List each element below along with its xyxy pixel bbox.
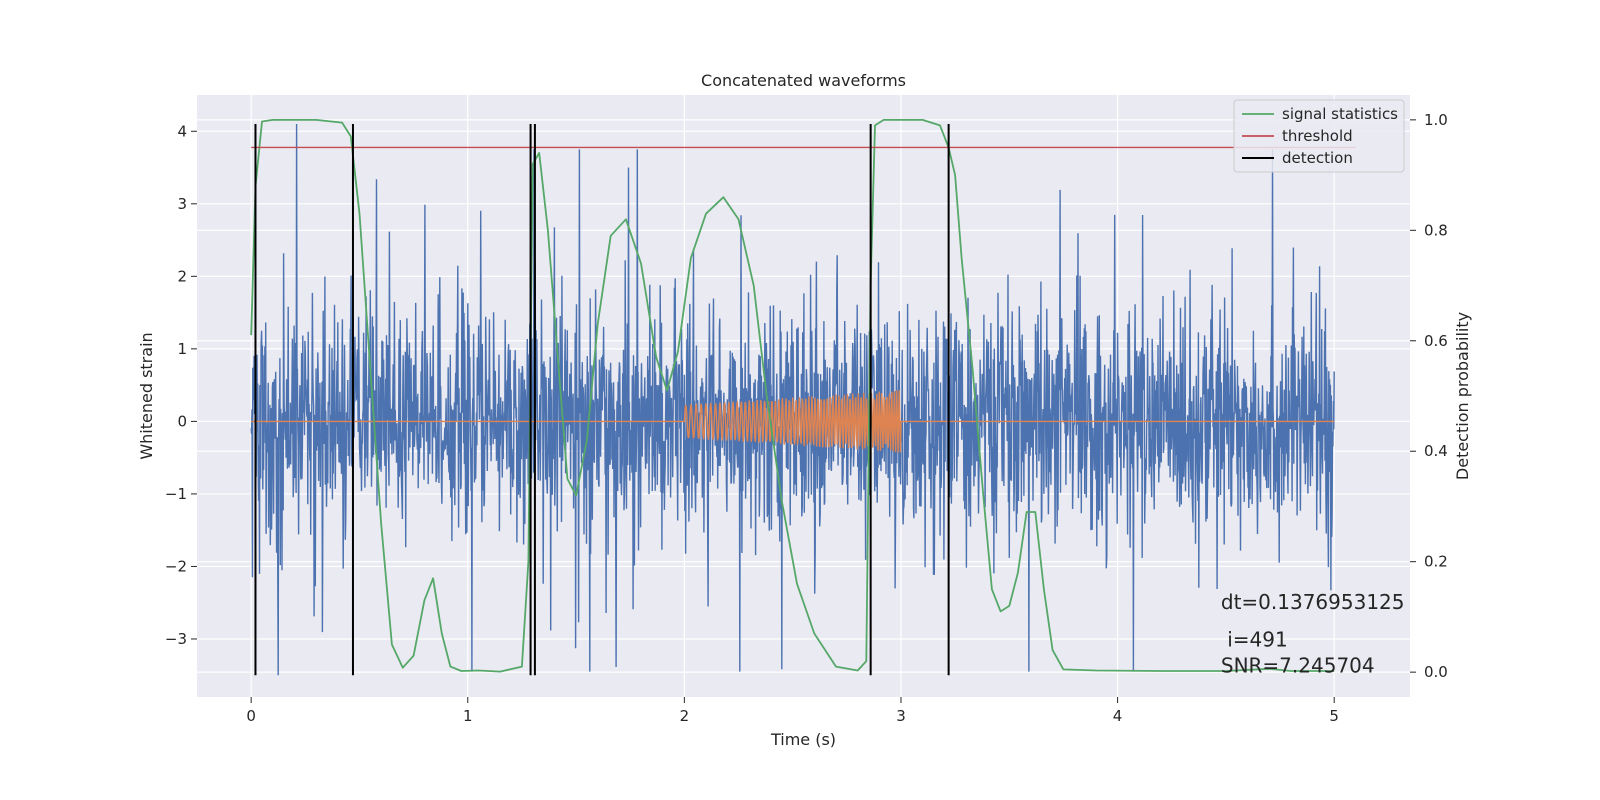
tick-labels: 0 1 2 3 4 5 −3 −2 −1 0 1 2 3 4 0.0 0.2 0.4 0.6 0.8 1.0 xyxy=(165,111,1448,725)
y2-tick-label-4: 0.8 xyxy=(1424,221,1448,239)
y-tick-label-4: 1 xyxy=(177,340,187,358)
y-tick-label-6: 3 xyxy=(177,195,187,213)
x-tick-label-4: 4 xyxy=(1113,707,1123,725)
y2-tick-label-3: 0.6 xyxy=(1424,332,1448,350)
y2-tick-label-1: 0.2 xyxy=(1424,553,1448,571)
y2-tick-label-2: 0.4 xyxy=(1424,442,1448,460)
legend-label-detection: detection xyxy=(1282,149,1353,167)
annotation-index: i=491 xyxy=(1221,628,1288,652)
y-tick-label-1: −2 xyxy=(165,557,187,575)
y-tick-label-2: −1 xyxy=(165,485,187,503)
y-tick-label-7: 4 xyxy=(177,122,187,140)
y2-tick-label-5: 1.0 xyxy=(1424,111,1448,129)
y-tick-label-5: 2 xyxy=(177,267,187,285)
chart-title: Concatenated waveforms xyxy=(701,71,906,90)
annotation-snr: SNR=7.245704 xyxy=(1221,654,1375,678)
x-tick-label-5: 5 xyxy=(1329,707,1339,725)
x-tick-label-3: 3 xyxy=(896,707,906,725)
legend: signal statistics threshold detection xyxy=(1233,99,1405,173)
x-tick-label-1: 1 xyxy=(463,707,473,725)
x-tick-label-2: 2 xyxy=(680,707,690,725)
strain-line xyxy=(250,123,1335,676)
annotation-dt: dt=0.1376953125 xyxy=(1221,590,1405,614)
y-tick-label-3: 0 xyxy=(177,412,187,430)
injection-line xyxy=(251,390,1335,453)
y2-axis-label: Detection probability xyxy=(1453,312,1472,480)
y-axis-label: Whitened strain xyxy=(137,332,156,459)
annotations: dt=0.1376953125 i=491 SNR=7.245704 xyxy=(1221,590,1405,678)
legend-label-threshold: threshold xyxy=(1282,127,1353,145)
signal-statistics-line xyxy=(250,119,1335,673)
x-axis-label: Time (s) xyxy=(770,730,836,749)
y-tick-label-0: −3 xyxy=(165,630,187,648)
legend-box xyxy=(1233,99,1405,173)
series-layer xyxy=(250,119,1356,676)
y2-tick-label-0: 0.0 xyxy=(1424,663,1448,681)
x-tick-label-0: 0 xyxy=(246,707,256,725)
legend-label-signal-statistics: signal statistics xyxy=(1282,105,1398,123)
